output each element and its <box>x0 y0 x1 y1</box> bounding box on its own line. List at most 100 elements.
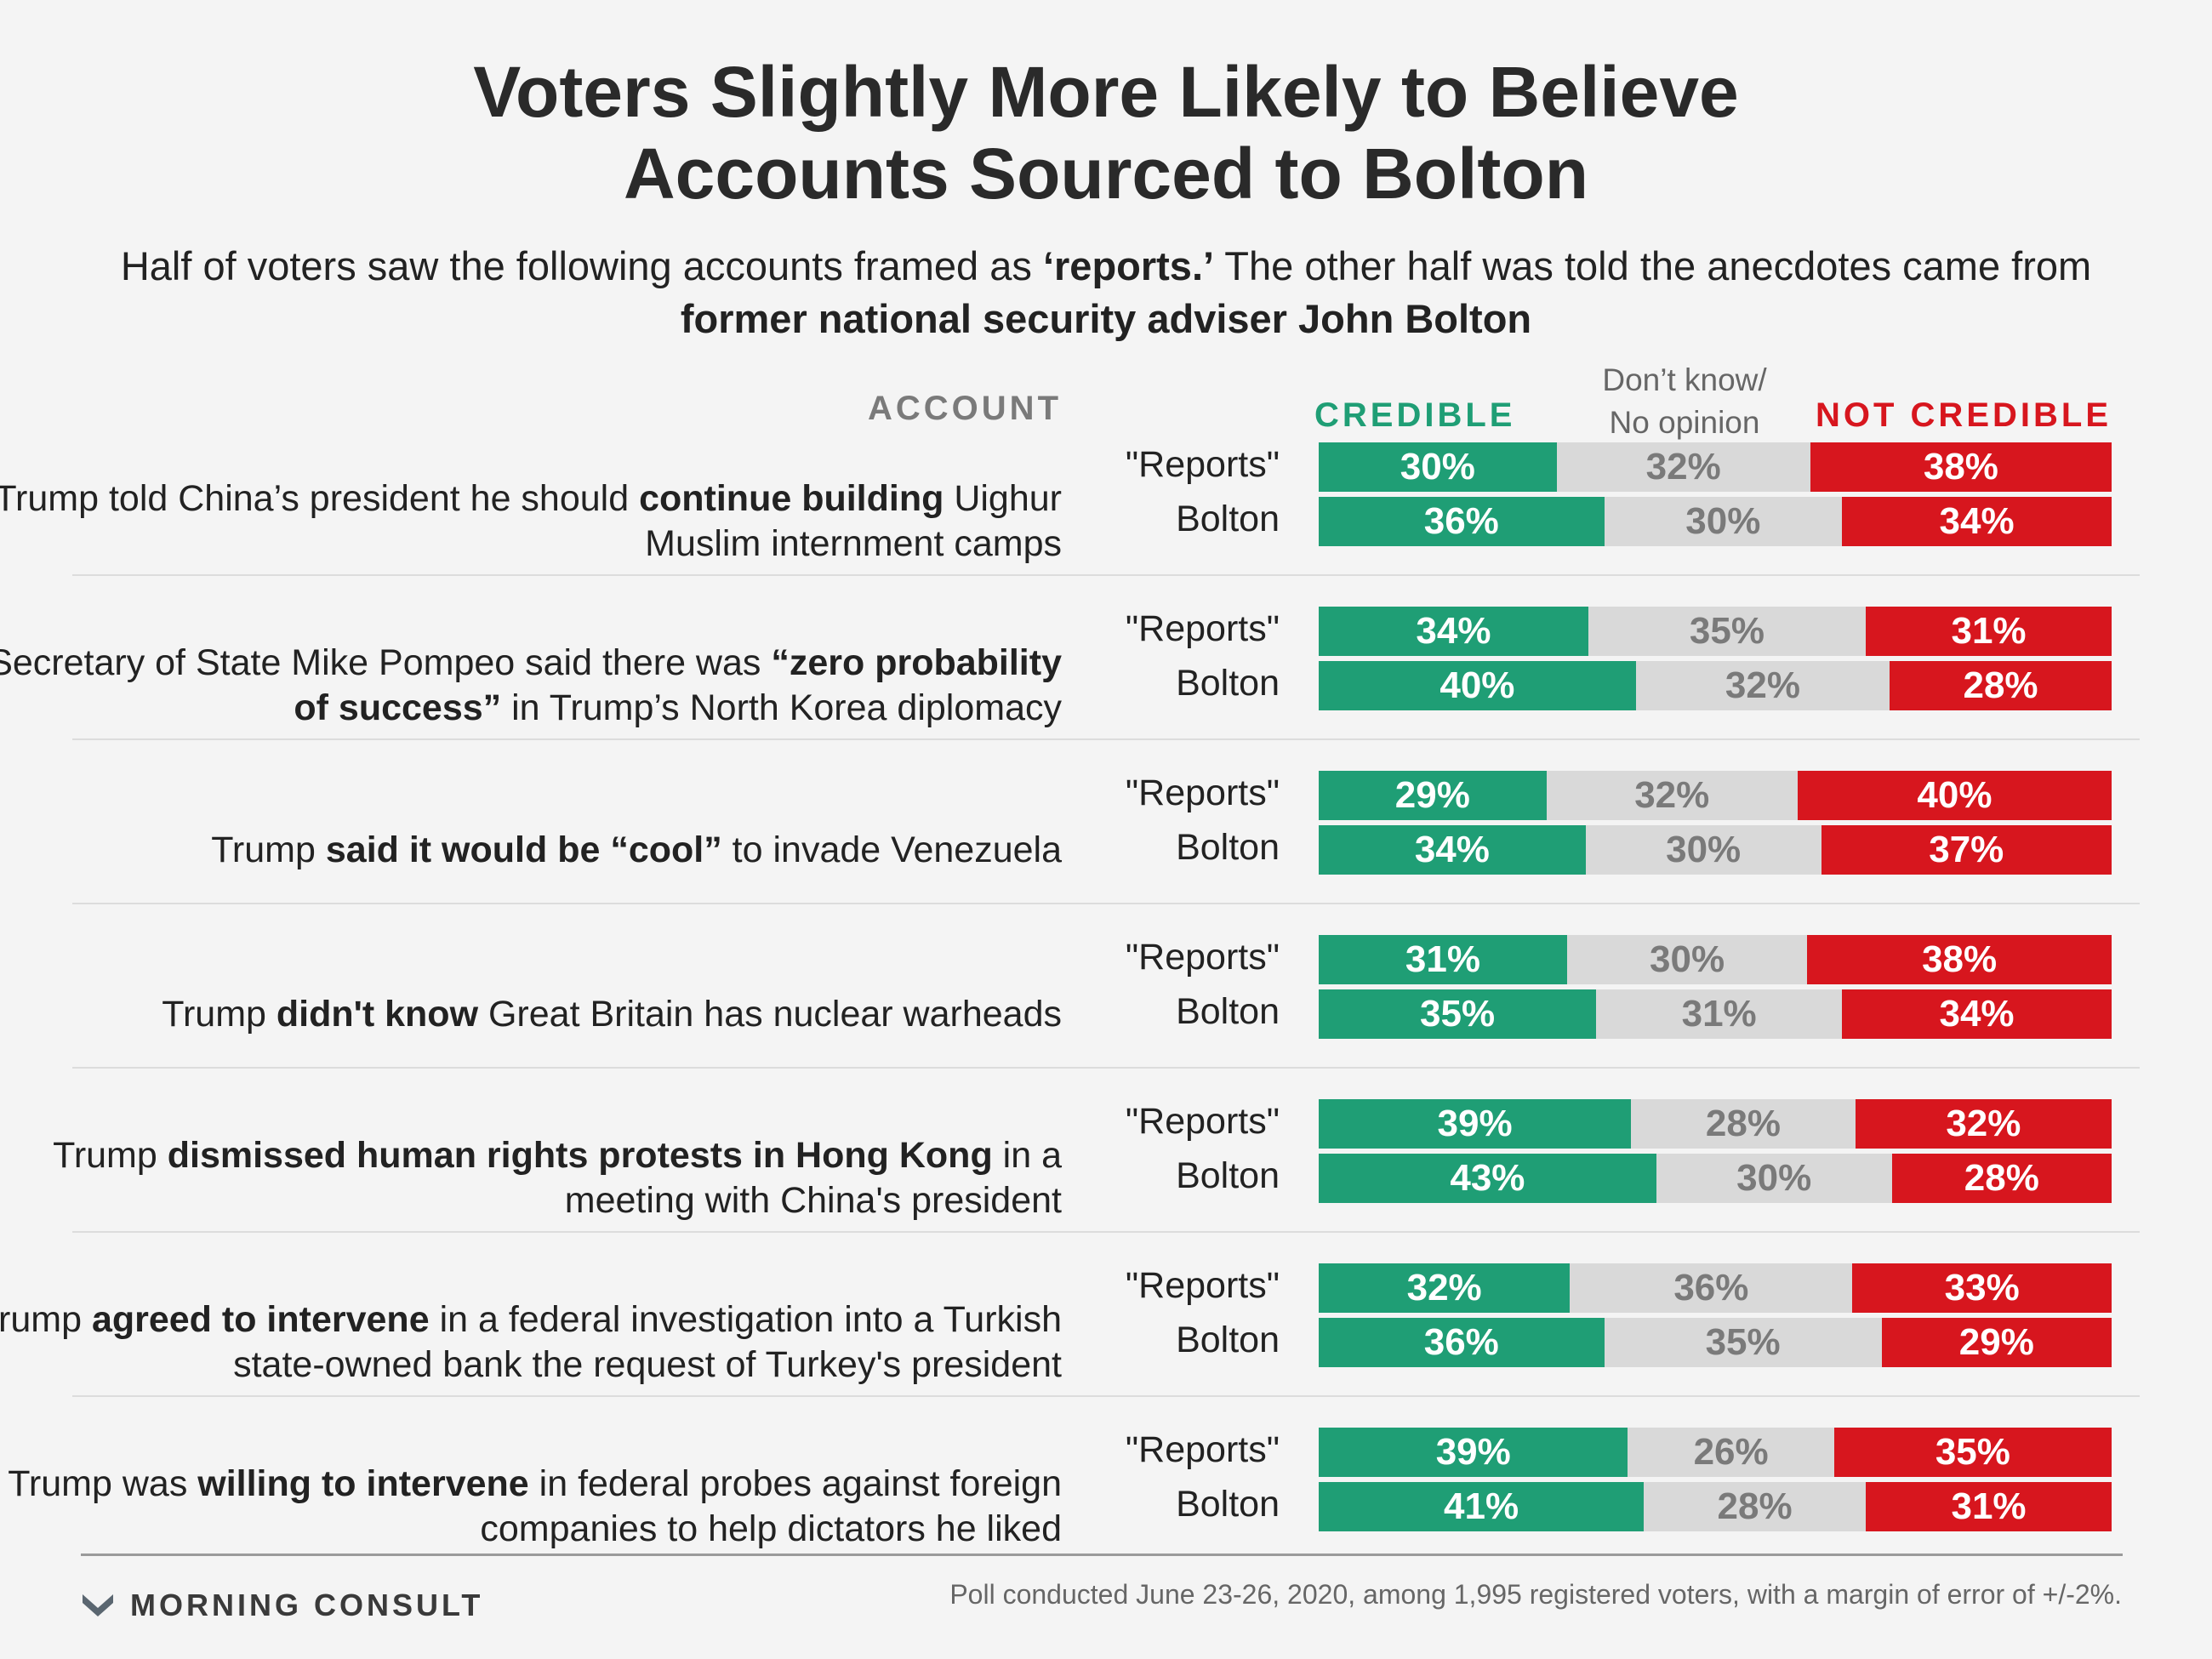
account-text: Secretary of State Mike Pompeo said ther… <box>0 641 1062 731</box>
not-credible-data-label: 40% <box>1917 774 1993 816</box>
credible-bar-segment: 39% <box>1319 1099 1632 1149</box>
dont-know-data-label: 35% <box>1689 610 1764 652</box>
stacked-bar: 43% 30% 28% <box>1319 1154 2112 1203</box>
not-credible-bar-segment: 28% <box>1891 1154 2112 1203</box>
credible-bar-segment: 40% <box>1319 661 1636 710</box>
not-credible-bar-segment: 34% <box>1842 497 2112 546</box>
account-text-part: to invade Venezuela <box>721 829 1062 870</box>
title-line-1: Voters Slightly More Likely to Believe <box>473 52 1739 132</box>
bolton-row-label: Bolton <box>1176 1155 1280 1196</box>
bolton-row-label: Bolton <box>1176 1320 1280 1360</box>
not-credible-legend-label: NOT CREDIBLE <box>1816 396 2112 434</box>
not-credible-data-label: 37% <box>1929 829 2004 870</box>
dont-know-bar-segment: 31% <box>1596 989 1843 1039</box>
account-text-part: in federal probes against foreign compan… <box>480 1463 1062 1549</box>
account-text-bold: dismissed human rights protests in Hong … <box>167 1135 993 1176</box>
stacked-bar: 34% 35% 31% <box>1319 607 2112 656</box>
account-text-part: Trump <box>53 1135 168 1176</box>
dont-know-data-label: 32% <box>1645 446 1721 487</box>
credible-data-label: 39% <box>1435 1431 1511 1473</box>
account-text-part: Secretary of State Mike Pompeo said ther… <box>0 642 772 683</box>
subtitle-part-2: The other half was told the anecdotes ca… <box>1214 243 2092 288</box>
row-divider <box>72 1395 2140 1397</box>
stacked-bar: 34% 30% 37% <box>1319 825 2112 875</box>
not-credible-data-label: 28% <box>1963 664 2038 706</box>
not-credible-bar-segment: 33% <box>1852 1263 2112 1313</box>
row-divider <box>72 1231 2140 1233</box>
stacked-bar: 32% 36% 33% <box>1319 1263 2112 1313</box>
credible-bar-segment: 41% <box>1319 1482 1645 1531</box>
stacked-bar: 39% 28% 32% <box>1319 1099 2112 1149</box>
account-text: Trump didn't know Great Britain has nucl… <box>0 992 1062 1037</box>
credible-data-label: 34% <box>1416 610 1491 652</box>
dont-know-bar-segment: 32% <box>1635 661 1890 710</box>
dont-know-bar-segment: 30% <box>1585 825 1821 875</box>
dont-know-bar-segment: 30% <box>1604 497 1843 546</box>
dont-know-data-label: 36% <box>1673 1267 1749 1308</box>
credible-data-label: 29% <box>1394 774 1470 816</box>
not-credible-bar-segment: 34% <box>1842 989 2112 1039</box>
credible-data-label: 41% <box>1444 1485 1519 1527</box>
dont-know-bar-segment: 35% <box>1588 607 1867 656</box>
credible-bar-segment: 35% <box>1319 989 1597 1039</box>
account-text-part: in a meeting with China's president <box>564 1135 1062 1221</box>
dont-know-data-label: 35% <box>1705 1321 1781 1363</box>
account-text: Trump said it would be “cool” to invade … <box>0 828 1062 873</box>
reports-row-label: "Reports" <box>1125 444 1280 485</box>
subtitle-part-1: Half of voters saw the following account… <box>120 243 1043 288</box>
stacked-bar: 40% 32% 28% <box>1319 661 2112 710</box>
subtitle-bold-1: ‘reports.’ <box>1042 243 1215 288</box>
dont-know-data-label: 30% <box>1666 829 1742 870</box>
reports-row-label: "Reports" <box>1125 608 1280 649</box>
stacked-bar: 30% 32% 38% <box>1319 442 2112 492</box>
stacked-bar: 36% 30% 34% <box>1319 497 2112 546</box>
not-credible-bar-segment: 31% <box>1866 607 2112 656</box>
credible-bar-segment: 43% <box>1319 1154 1656 1203</box>
credible-bar-segment: 32% <box>1319 1263 1571 1313</box>
account-text-part: in a federal investigation into a Turkis… <box>233 1299 1062 1385</box>
credible-data-label: 35% <box>1420 993 1496 1035</box>
reports-row-label: "Reports" <box>1125 1265 1280 1306</box>
stacked-bar: 36% 35% 29% <box>1319 1318 2112 1367</box>
credible-data-label: 31% <box>1405 938 1480 980</box>
account-text-part: Great Britain has nuclear warheads <box>478 993 1062 1035</box>
credible-bar-segment: 34% <box>1319 607 1588 656</box>
dont-know-bar-segment: 30% <box>1566 935 1808 984</box>
poll-note: Poll conducted June 23-26, 2020, among 1… <box>949 1579 2122 1610</box>
account-text-part: Trump <box>211 829 326 870</box>
account-text-bold: said it would be “cool” <box>325 829 722 870</box>
row-divider <box>72 903 2140 904</box>
credible-bar-segment: 31% <box>1319 935 1567 984</box>
footer-divider <box>81 1554 2123 1556</box>
account-column-header: ACCOUNT <box>868 390 1062 427</box>
dont-know-bar-segment: 32% <box>1546 771 1798 820</box>
credible-data-label: 40% <box>1440 664 1515 706</box>
not-credible-data-label: 31% <box>1951 1485 2027 1527</box>
credible-data-label: 32% <box>1406 1267 1482 1308</box>
dont-know-data-label: 26% <box>1693 1431 1769 1473</box>
title-line-2: Accounts Sourced to Bolton <box>624 134 1588 214</box>
not-credible-data-label: 34% <box>1939 500 2015 542</box>
credible-bar-segment: 36% <box>1319 1318 1605 1367</box>
not-credible-data-label: 28% <box>1964 1157 2039 1199</box>
dont-know-data-label: 28% <box>1717 1485 1793 1527</box>
dont-know-data-label: 31% <box>1681 993 1757 1035</box>
chart-subtitle: Half of voters saw the following account… <box>102 240 2110 345</box>
not-credible-bar-segment: 29% <box>1881 1318 2112 1367</box>
reports-row-label: "Reports" <box>1125 1429 1280 1470</box>
dont-know-line-2: No opinion <box>1609 405 1760 440</box>
not-credible-data-label: 35% <box>1935 1431 2010 1473</box>
account-text: Trump dismissed human rights protests in… <box>0 1133 1062 1223</box>
not-credible-bar-segment: 38% <box>1807 935 2112 984</box>
account-text-part: Trump told China’s president he should <box>0 478 640 519</box>
account-text-part: Trump was <box>8 1463 198 1504</box>
not-credible-data-label: 38% <box>1922 938 1998 980</box>
credible-bar-segment: 34% <box>1319 825 1586 875</box>
not-credible-bar-segment: 40% <box>1797 771 2112 820</box>
dont-know-data-label: 32% <box>1634 774 1710 816</box>
account-text-part: Trump <box>162 993 276 1035</box>
account-text-bold: willing to intervene <box>197 1463 529 1504</box>
dont-know-bar-segment: 35% <box>1604 1318 1882 1367</box>
bolton-row-label: Bolton <box>1176 827 1280 868</box>
bolton-row-label: Bolton <box>1176 499 1280 539</box>
